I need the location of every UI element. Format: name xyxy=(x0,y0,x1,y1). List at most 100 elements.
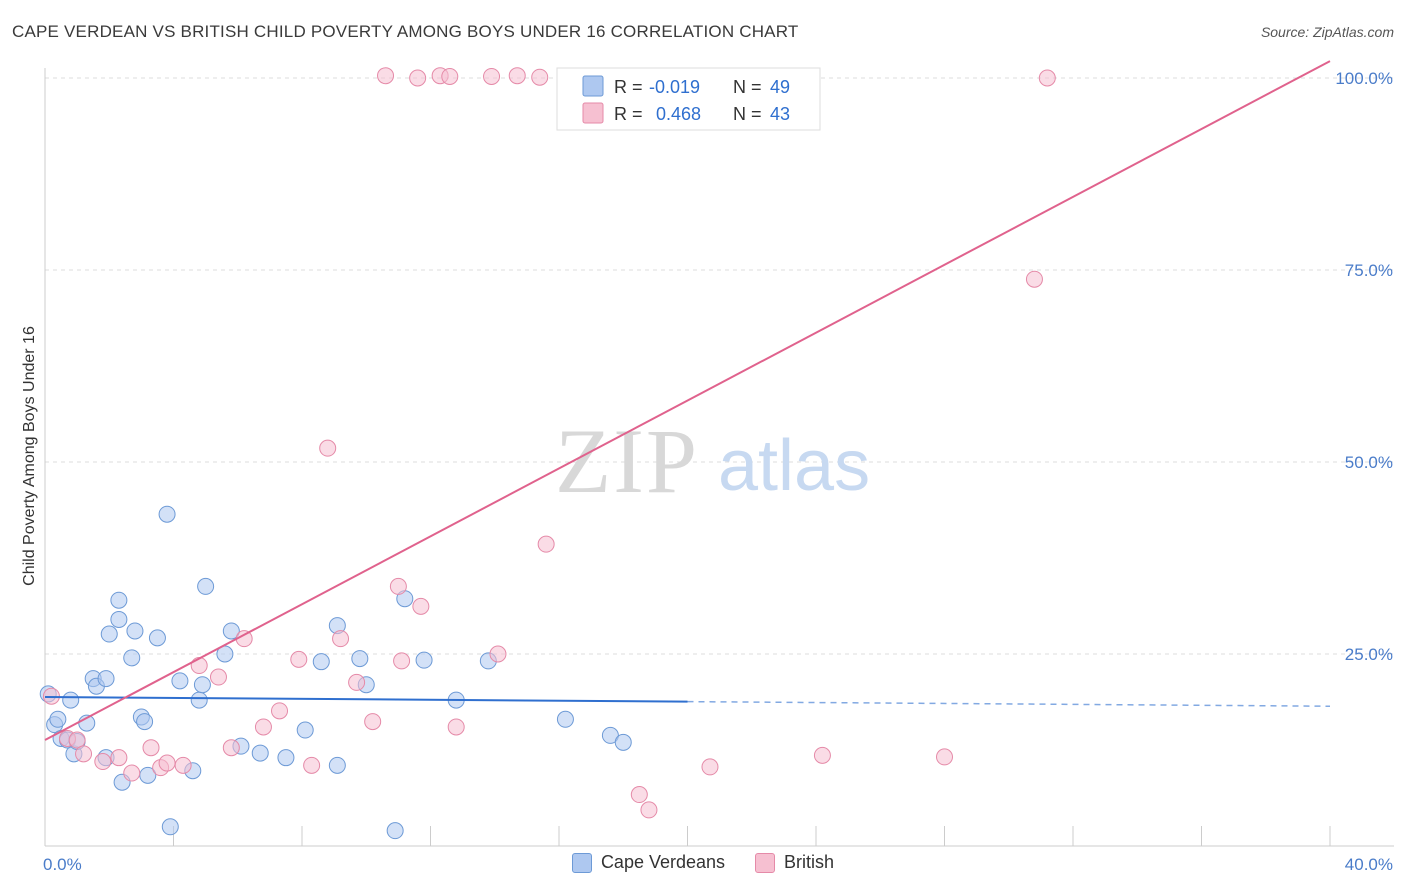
legend-swatch-cape-verdeans xyxy=(571,852,592,873)
cape-verdeans-point xyxy=(386,822,404,840)
british-point xyxy=(222,739,240,757)
british-point xyxy=(364,713,382,731)
y-tick-label: 25.0% xyxy=(1345,645,1393,664)
stats-r-label-pink: R = xyxy=(614,104,643,124)
cape-verdeans-point xyxy=(415,651,433,669)
source-label: Source: ZipAtlas.com xyxy=(1260,24,1394,40)
grid-lines xyxy=(45,77,1394,655)
y-tick-label: 75.0% xyxy=(1345,261,1393,280)
series-cape-verdeans xyxy=(39,505,632,840)
legend-label-cape-verdeans: Cape Verdeans xyxy=(600,852,726,872)
stats-n-label-pink: N = xyxy=(733,104,762,124)
british-point xyxy=(483,67,501,85)
cape-verdeans-point xyxy=(161,818,179,836)
british-point xyxy=(640,801,658,819)
british-point xyxy=(174,756,192,774)
british-point xyxy=(489,645,507,663)
cape-verdeans-trend-extension xyxy=(687,700,1331,707)
cape-verdeans-point xyxy=(190,691,208,709)
watermark: ZIP atlas xyxy=(555,410,870,512)
cape-verdeans-point xyxy=(49,710,67,728)
british-point xyxy=(936,748,953,766)
cape-verdeans-point xyxy=(158,505,176,523)
cape-verdeans-point xyxy=(110,610,128,628)
british-point xyxy=(190,657,208,675)
stats-n-value-blue: 49 xyxy=(770,77,790,97)
axes xyxy=(44,68,1394,847)
british-point xyxy=(701,758,719,776)
cape-verdeans-point xyxy=(148,629,166,647)
british-point xyxy=(508,67,526,85)
british-point xyxy=(110,749,128,767)
british-point xyxy=(393,652,411,670)
legend-swatch-british xyxy=(755,852,776,873)
british-point xyxy=(537,535,555,553)
x-tick-label: 0.0% xyxy=(43,855,82,874)
british-point xyxy=(1038,69,1056,87)
british-point xyxy=(303,756,321,774)
cape-verdeans-point xyxy=(556,710,574,728)
british-point xyxy=(332,630,350,648)
british-point xyxy=(409,69,427,87)
bottom-legend: Cape Verdeans British xyxy=(0,852,1406,873)
british-point xyxy=(68,731,86,749)
british-point xyxy=(254,718,272,736)
british-point xyxy=(813,746,831,764)
stats-n-label-blue: N = xyxy=(733,77,762,97)
british-point xyxy=(447,718,465,736)
stats-n-value-pink: 43 xyxy=(770,104,790,124)
british-point xyxy=(531,68,549,86)
british-point xyxy=(319,439,337,457)
legend-item-cape-verdeans[interactable]: Cape Verdeans xyxy=(571,852,726,873)
british-point xyxy=(94,753,112,771)
cape-verdeans-point xyxy=(251,744,269,762)
chart-title: CAPE VERDEAN VS BRITISH CHILD POVERTY AM… xyxy=(12,22,799,41)
cape-verdeans-point xyxy=(110,591,128,609)
cape-verdeans-trend-line xyxy=(44,696,688,703)
cape-verdeans-point xyxy=(614,733,632,751)
british-point xyxy=(290,650,308,668)
cape-verdeans-point xyxy=(171,672,189,690)
cape-verdeans-point xyxy=(97,670,115,688)
british-point xyxy=(158,754,176,772)
british-point xyxy=(271,702,289,720)
british-trend-line xyxy=(44,60,1331,741)
british-point xyxy=(412,597,430,615)
tick-labels: 25.0% 50.0% 75.0% 100.0% 0.0% 40.0% xyxy=(43,69,1393,874)
british-point xyxy=(348,673,366,691)
trend-lines xyxy=(44,60,1331,741)
british-point xyxy=(389,577,407,595)
legend-item-british[interactable]: British xyxy=(755,852,834,873)
cape-verdeans-point xyxy=(197,577,215,595)
british-point xyxy=(209,668,227,686)
stats-legend: R = -0.019 N = 49 R = 0.468 N = 43 xyxy=(556,67,821,131)
cape-verdeans-point xyxy=(123,649,141,667)
cape-verdeans-point xyxy=(193,676,211,694)
cape-verdeans-point xyxy=(277,749,295,767)
x-tick-label: 40.0% xyxy=(1345,855,1393,874)
watermark-atlas: atlas xyxy=(718,426,870,506)
stats-legend-swatch-pink xyxy=(582,102,604,124)
stats-r-value-blue: -0.019 xyxy=(649,77,700,97)
cape-verdeans-point xyxy=(136,713,154,731)
stats-legend-swatch-blue xyxy=(582,75,604,97)
cape-verdeans-point xyxy=(62,691,80,709)
cape-verdeans-point xyxy=(296,721,314,739)
cape-verdeans-point xyxy=(312,653,330,671)
cape-verdeans-point xyxy=(222,622,240,640)
british-point xyxy=(75,745,93,763)
legend-label-british: British xyxy=(784,852,835,872)
stats-r-value-pink: 0.468 xyxy=(656,104,701,124)
cape-verdeans-point xyxy=(351,650,369,668)
y-tick-label: 50.0% xyxy=(1345,453,1393,472)
cape-verdeans-point xyxy=(126,622,144,640)
british-point xyxy=(441,67,459,85)
y-axis-title: Child Poverty Among Boys Under 16 xyxy=(21,326,38,586)
british-point xyxy=(142,739,160,757)
british-point xyxy=(1025,270,1043,288)
cape-verdeans-point xyxy=(328,756,346,774)
british-point xyxy=(630,786,648,804)
y-tick-label: 100.0% xyxy=(1335,69,1393,88)
cape-verdeans-point xyxy=(100,625,118,643)
